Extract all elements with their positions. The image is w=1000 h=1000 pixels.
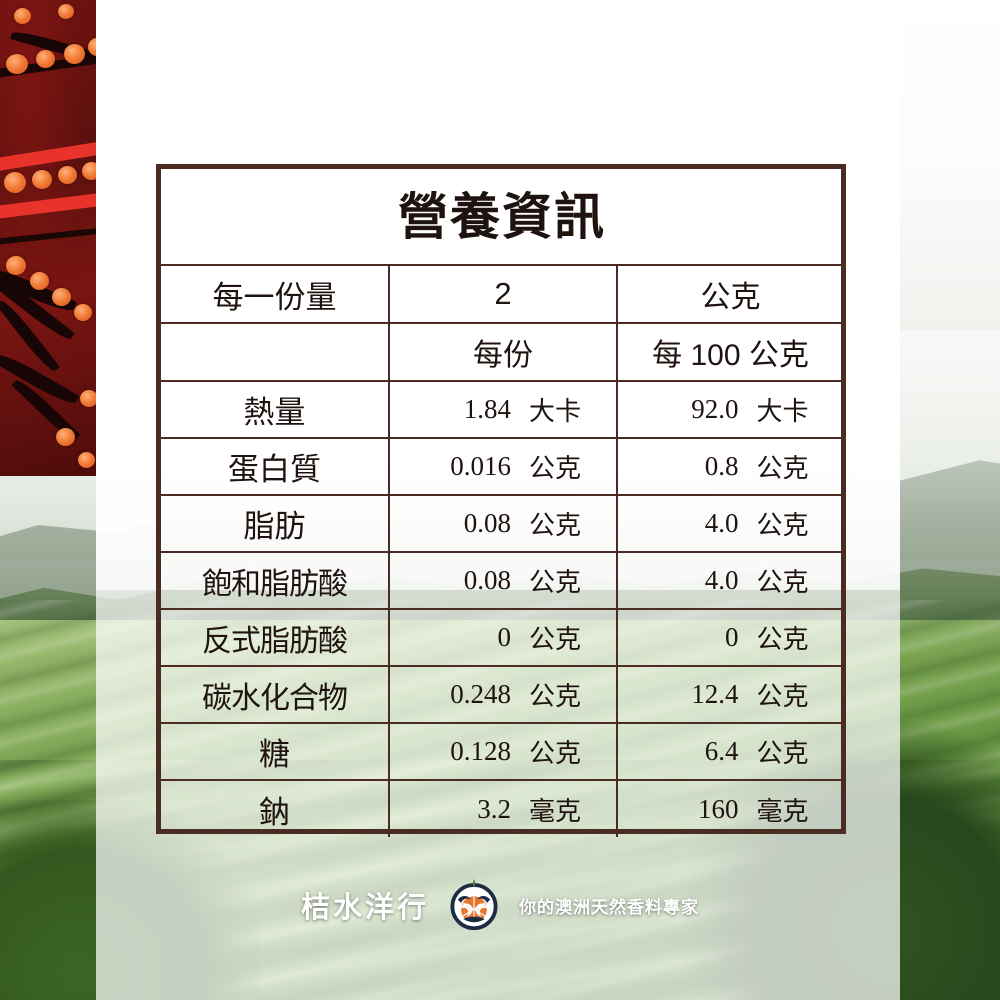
table-row: 鈉 3.2 毫克 160 毫克 [161,779,844,837]
nutrient-per-serving: 0.08 公克 [388,494,618,553]
basis-per-100g-header: 每 100 公克 [615,322,844,382]
value-unit: 公克 [529,681,582,711]
value-number: 4.0 [704,565,739,595]
art-dark-band [0,222,96,248]
nutrient-per-100g: 4.0 公克 [615,494,844,553]
nutrient-per-100g: 0.8 公克 [615,437,844,496]
nutrient-label: 反式脂肪酸 [161,608,390,667]
nutrient-per-serving: 1.84 大卡 [388,380,618,439]
basis-header-blank [161,322,390,382]
aboriginal-dot-art-strip-icon [0,0,96,476]
nutrient-per-serving: 0.248 公克 [388,665,618,724]
value-unit: 公克 [756,624,809,654]
value-unit: 毫克 [756,795,809,826]
art-dot [6,256,26,275]
art-dot [32,170,52,189]
nutrient-label: 飽和脂肪酸 [161,551,390,610]
table-row: 飽和脂肪酸 0.08 公克 4.0 公克 [161,551,844,610]
art-dot [30,272,49,290]
value-unit: 公克 [529,738,582,768]
art-dot [4,172,26,193]
nutrient-label: 脂肪 [161,494,390,553]
table-row: 碳水化合物 0.248 公克 12.4 公克 [161,665,844,724]
nutrient-per-serving: 0.016 公克 [388,437,618,496]
value-unit: 大卡 [756,396,809,426]
nutrient-per-100g: 6.4 公克 [615,722,844,781]
nutrient-per-100g: 92.0 大卡 [615,380,844,439]
value-unit: 毫克 [529,795,582,826]
nutrition-facts-table: 營養資訊 每一份量 2 公克 每份 每 100 公克 熱量 1.84 [156,164,846,837]
art-dot [58,4,74,19]
nutrient-per-100g: 12.4 公克 [615,665,844,724]
table-row: 脂肪 0.08 公克 4.0 公克 [161,494,844,553]
brand-name: 桔水洋行 [300,892,429,924]
value-unit: 公克 [756,681,809,711]
art-dot [88,38,96,56]
value-number: 0.248 [450,679,511,709]
art-dot [78,452,95,468]
value-number: 4.0 [704,508,739,538]
citrus-wave-emblem-icon [450,879,498,931]
art-dot [36,50,55,68]
value-number: 0 [497,622,512,652]
nutrient-label: 糖 [161,722,390,781]
art-dot [80,390,96,407]
table-row: 蛋白質 0.016 公克 0.8 公克 [161,437,844,496]
value-unit: 公克 [756,453,809,483]
value-number: 92.0 [691,394,739,424]
nutrient-per-serving: 0.128 公克 [388,722,618,781]
art-dot [82,162,96,180]
art-dot [64,44,85,64]
art-dot [58,166,77,184]
nutrient-per-serving: 0 公克 [388,608,618,667]
value-number: 1.84 [463,394,511,424]
serving-size-unit: 公克 [615,264,844,324]
table-row-title: 營養資訊 [161,169,844,266]
serving-size-label: 每一份量 [161,264,390,324]
table-title: 營養資訊 [161,169,844,266]
nutrient-per-serving: 0.08 公克 [388,551,618,610]
nutrient-label: 蛋白質 [161,437,390,496]
value-unit: 公克 [756,510,809,540]
art-dot [14,8,31,24]
nutrient-per-100g: 4.0 公克 [615,551,844,610]
value-unit: 公克 [529,510,582,540]
basis-per-serving-header: 每份 [388,322,618,382]
value-unit: 公克 [756,738,809,768]
value-number: 0.016 [450,451,511,481]
nutrient-per-serving: 3.2 毫克 [388,779,618,837]
table-row: 糖 0.128 公克 6.4 公克 [161,722,844,781]
art-dot [56,428,75,446]
nutrient-per-100g: 0 公克 [615,608,844,667]
brand-footer: 桔水洋行 你的澳洲天然香料專家 [0,878,1000,932]
brand-tagline: 你的澳洲天然香料專家 [519,897,699,917]
value-number: 160 [698,793,739,824]
nutrient-per-100g: 160 毫克 [615,779,844,837]
value-unit: 公克 [529,567,582,597]
value-number: 0.08 [463,565,511,595]
table-row-serving: 每一份量 2 公克 [161,264,844,324]
value-unit: 公克 [529,453,582,483]
value-number: 0.08 [463,508,511,538]
art-dot [52,288,71,306]
nutrient-label: 碳水化合物 [161,665,390,724]
table-row: 反式脂肪酸 0 公克 0 公克 [161,608,844,667]
value-unit: 公克 [756,567,809,597]
art-dot [6,54,28,74]
value-number: 6.4 [704,736,739,766]
value-number: 12.4 [691,679,739,709]
value-number: 0.128 [450,736,511,766]
value-number: 0 [725,622,739,652]
nutrient-label: 熱量 [161,380,390,439]
nutrient-label: 鈉 [161,779,390,837]
value-number: 0.8 [704,451,739,481]
value-unit: 公克 [529,624,582,654]
art-dot [74,304,92,321]
table-row-basis-header: 每份 每 100 公克 [161,322,844,382]
value-number: 3.2 [477,793,511,824]
serving-size-amount: 2 [388,264,618,324]
value-unit: 大卡 [529,396,582,426]
table-row: 熱量 1.84 大卡 92.0 大卡 [161,380,844,439]
